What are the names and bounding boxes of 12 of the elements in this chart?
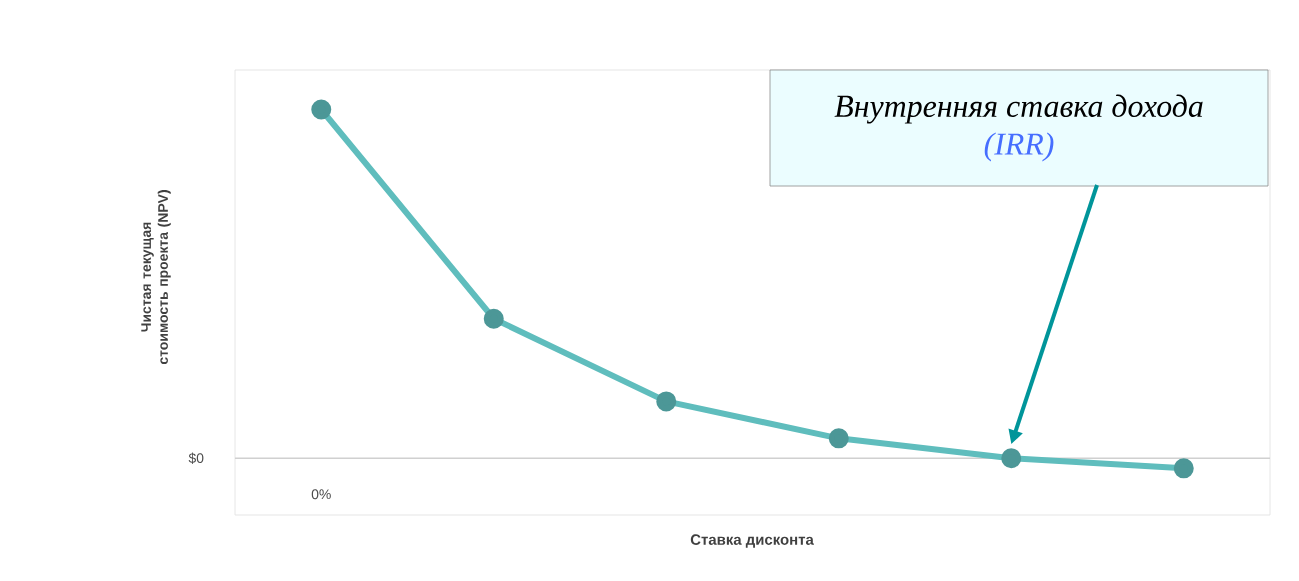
point bbox=[1173, 458, 1194, 479]
point bbox=[656, 391, 677, 412]
text: 0% bbox=[311, 489, 331, 500]
y-axis-title: Чистая текущая стоимость проекта (NPV) bbox=[141, 190, 171, 365]
ref-line-label: $0 bbox=[188, 452, 204, 464]
x-axis-title: Ставка дисконта bbox=[690, 534, 814, 548]
point bbox=[1001, 448, 1022, 469]
point bbox=[311, 99, 332, 120]
annotation: Внутренняя ставка дохода bbox=[834, 94, 1203, 124]
annotation: (IRR) bbox=[984, 132, 1054, 162]
point bbox=[483, 308, 504, 329]
point bbox=[828, 428, 849, 449]
